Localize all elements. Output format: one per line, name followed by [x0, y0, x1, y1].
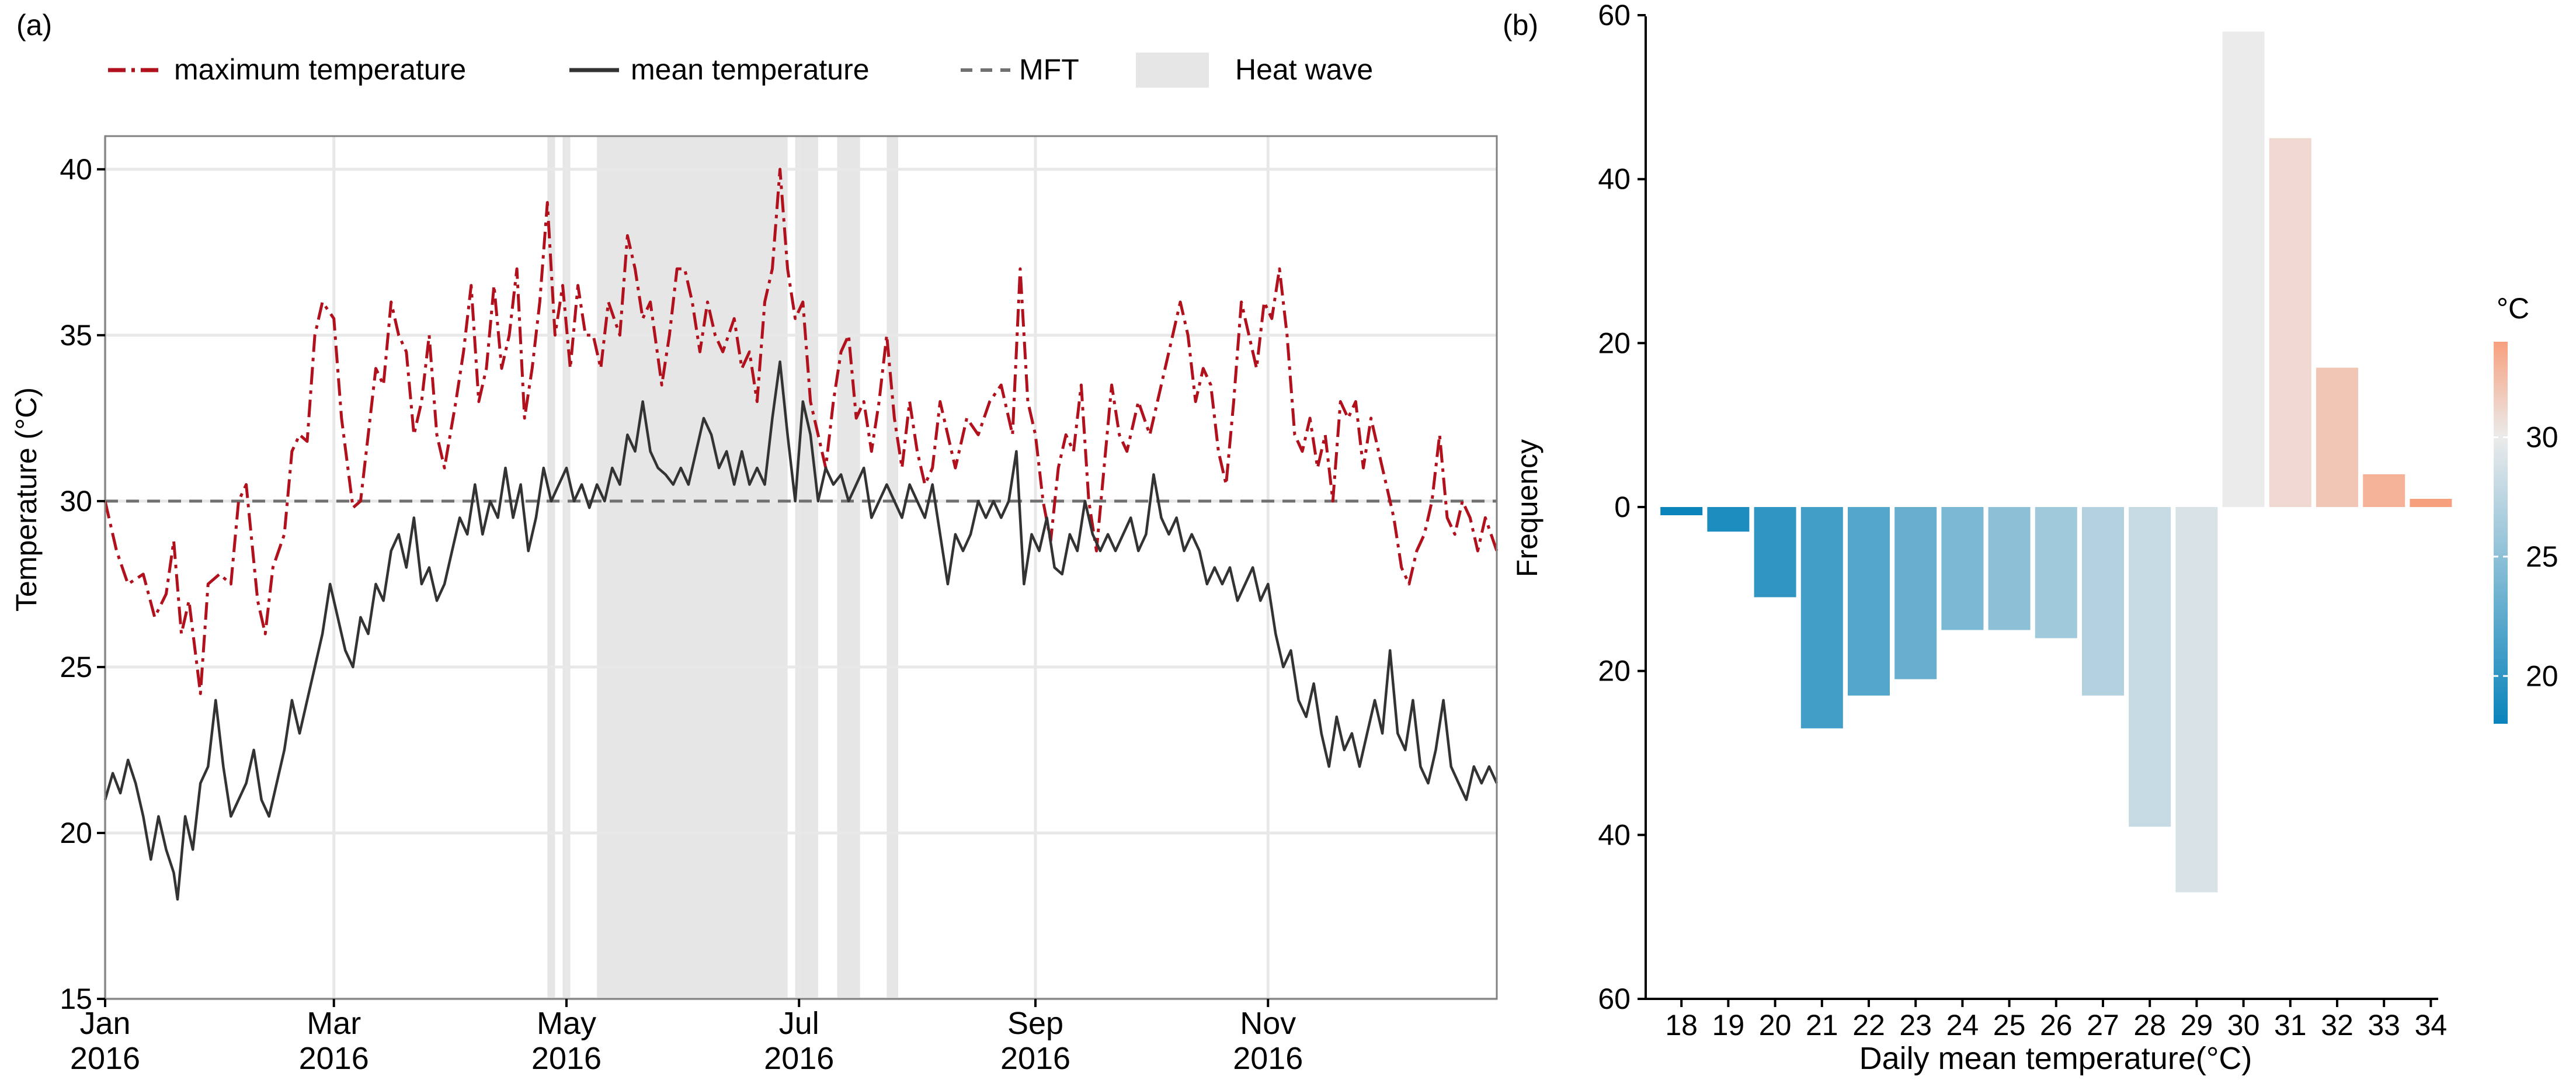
- colorbar-gradient: [2494, 342, 2508, 724]
- y-tick-label: 20: [1598, 327, 1631, 359]
- x-tick-year-label: 2016: [299, 1041, 369, 1076]
- bar: [2363, 474, 2405, 507]
- bar: [2175, 507, 2218, 893]
- bar: [1707, 507, 1750, 532]
- x-tick-label: 26: [2040, 1009, 2073, 1042]
- y-tick-label: 40: [60, 153, 92, 186]
- bar: [2410, 498, 2452, 507]
- bar: [1660, 507, 1703, 516]
- x-tick-year-label: 2016: [1233, 1041, 1303, 1076]
- x-tick-label: 24: [1946, 1009, 1979, 1042]
- panel-a-y-label: Temperature (°C): [10, 387, 43, 612]
- x-tick-label: 34: [2415, 1009, 2448, 1042]
- y-tick-label: 20: [60, 817, 92, 849]
- x-tick-label: 30: [2227, 1009, 2260, 1042]
- colorbar: °C 20 25 30: [2494, 292, 2558, 724]
- x-tick-year-label: 2016: [1000, 1041, 1070, 1076]
- colorbar-tick-label: 30: [2526, 421, 2558, 454]
- panel-a-legend: maximum temperature mean temperature MFT…: [108, 53, 1373, 88]
- y-tick-label: 0: [1614, 491, 1631, 523]
- x-tick-month-label: May: [537, 1006, 596, 1041]
- y-tick-label: 60: [1598, 983, 1631, 1015]
- heat-wave-band: [887, 136, 898, 999]
- x-tick-label: 31: [2274, 1009, 2307, 1042]
- panel-a-y-axis: 15 20 25 30 35 40: [60, 153, 105, 1015]
- legend-heatwave-swatch: [1136, 53, 1209, 88]
- bar: [1894, 507, 1937, 679]
- bar: [1848, 507, 1890, 696]
- heat-wave-band: [837, 136, 860, 999]
- bar: [1754, 507, 1796, 598]
- panel-a-line-chart: (a) maximum temperature mean temperature…: [10, 9, 1499, 1076]
- panel-a-frame: [104, 135, 1498, 1000]
- x-tick-year-label: 2016: [764, 1041, 834, 1076]
- colorbar-tick-label: 20: [2526, 659, 2558, 692]
- x-tick-label: 25: [1993, 1009, 2026, 1042]
- legend-mft-label: MFT: [1019, 53, 1079, 86]
- bar: [2129, 507, 2171, 827]
- y-tick-label: 25: [60, 651, 92, 683]
- heat-wave-shading: [547, 136, 898, 999]
- legend-heatwave-label: Heat wave: [1235, 53, 1373, 86]
- x-tick-label: 28: [2133, 1009, 2166, 1042]
- panel-b-bar-chart: (b) 60 40 20 0 20 40 60 18 19 20 21 22 23 24 25 26 27 28…: [1503, 0, 2558, 1076]
- y-tick-label: 30: [60, 485, 92, 518]
- x-tick-month-label: Nov: [1240, 1006, 1296, 1041]
- x-tick-label: 27: [2087, 1009, 2119, 1042]
- x-tick-year-label: 2016: [531, 1041, 602, 1076]
- panel-a-x-axis: Jan2016Mar2016May2016Jul2016Sep2016Nov20…: [70, 999, 1303, 1076]
- y-tick-label: 20: [1598, 655, 1631, 688]
- bar: [1800, 507, 1843, 728]
- x-tick-month-label: Jul: [779, 1006, 819, 1041]
- x-tick-label: 21: [1806, 1009, 1838, 1042]
- bar: [1988, 507, 2031, 630]
- x-tick-label: 20: [1759, 1009, 1792, 1042]
- x-tick-label: 18: [1665, 1009, 1698, 1042]
- legend-mean-label: mean temperature: [631, 53, 870, 86]
- bar: [2082, 507, 2124, 696]
- y-tick-label: 40: [1598, 163, 1631, 196]
- x-tick-label: 19: [1712, 1009, 1745, 1042]
- panel-b-x-label: Daily mean temperature(°C): [1859, 1041, 2252, 1076]
- bar: [2035, 507, 2077, 638]
- y-tick-label: 15: [60, 983, 92, 1015]
- x-tick-month-label: Sep: [1007, 1006, 1063, 1041]
- x-tick-label: 23: [1899, 1009, 1932, 1042]
- colorbar-tick-label: 25: [2526, 540, 2558, 573]
- legend-max-label: maximum temperature: [174, 53, 466, 86]
- heat-wave-band: [597, 136, 788, 999]
- panel-b-x-axis: 18 19 20 21 22 23 24 25 26 27 28 29 30 31 32 33 34: [1665, 999, 2447, 1042]
- x-tick-label: 29: [2181, 1009, 2213, 1042]
- y-tick-label: 35: [60, 319, 92, 352]
- x-tick-year-label: 2016: [70, 1041, 140, 1076]
- panel-b-y-label: Frequency: [1511, 439, 1543, 577]
- bar: [2222, 32, 2265, 508]
- x-tick-month-label: Mar: [307, 1006, 361, 1041]
- panel-b-label: (b): [1503, 9, 1538, 41]
- x-tick-label: 33: [2368, 1009, 2400, 1042]
- x-tick-label: 22: [1852, 1009, 1885, 1042]
- x-tick-label: 32: [2321, 1009, 2353, 1042]
- y-tick-label: 40: [1598, 818, 1631, 851]
- panel-b-bars: [1660, 32, 2452, 893]
- mean-temperature-line: [103, 360, 1499, 901]
- bar: [1941, 507, 1984, 630]
- colorbar-ticks: 20 25 30: [2494, 421, 2558, 692]
- max-temperature-line: [103, 168, 1499, 695]
- y-tick-label: 60: [1598, 0, 1631, 32]
- panel-b-y-axis: 60 40 20 0 20 40 60: [1598, 0, 1646, 1015]
- bar: [2269, 138, 2311, 507]
- bar: [2316, 367, 2358, 507]
- x-tick-month-label: Jan: [79, 1006, 130, 1041]
- colorbar-title: °C: [2497, 292, 2529, 325]
- panel-a-label: (a): [16, 9, 52, 41]
- heat-wave-band: [547, 136, 555, 999]
